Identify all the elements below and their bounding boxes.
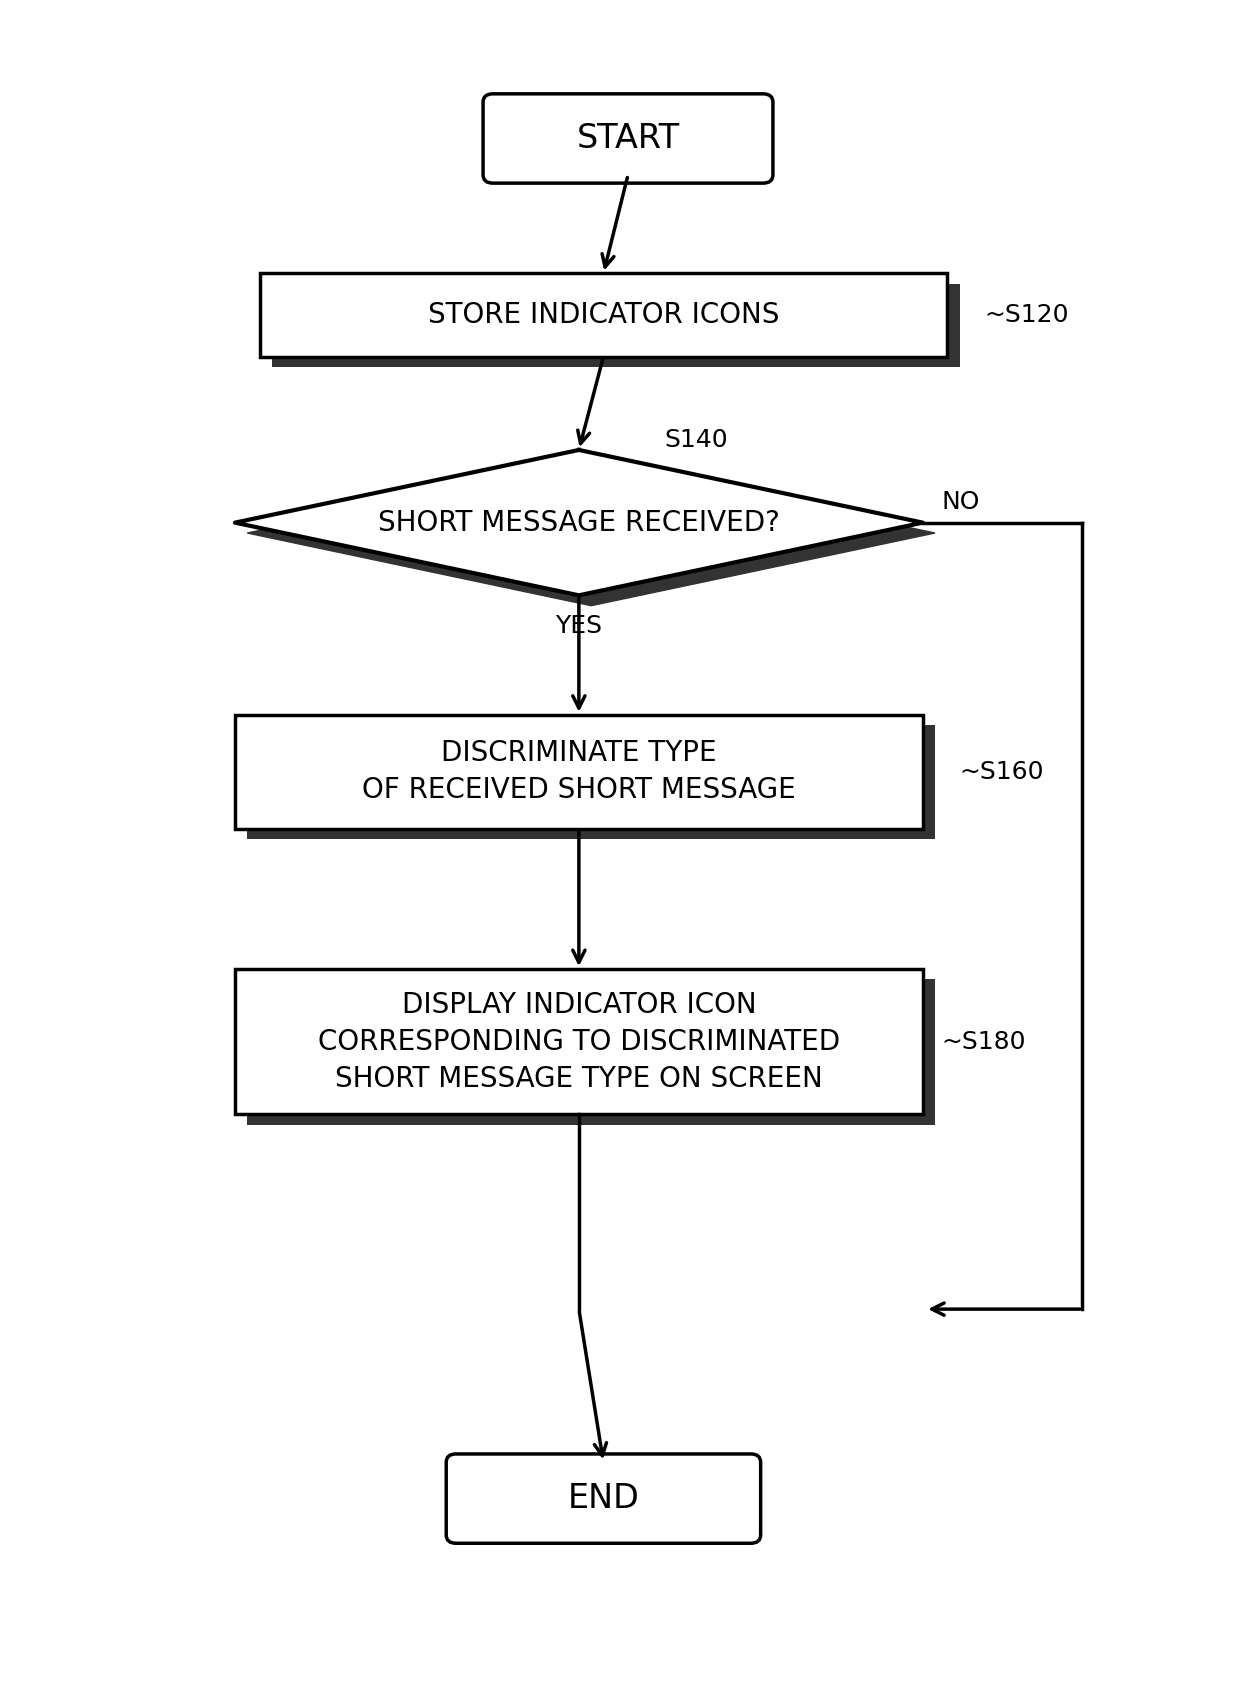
- FancyBboxPatch shape: [484, 95, 772, 182]
- Text: S140: S140: [664, 427, 728, 451]
- FancyBboxPatch shape: [446, 1454, 761, 1544]
- Text: ~S160: ~S160: [960, 760, 1044, 784]
- Bar: [271, 284, 960, 367]
- Text: DISPLAY INDICATOR ICON
CORRESPONDING TO DISCRIMINATED
SHORT MESSAGE TYPE ON SCRE: DISPLAY INDICATOR ICON CORRESPONDING TO …: [318, 991, 840, 1093]
- Bar: [247, 980, 934, 1125]
- Polygon shape: [247, 461, 934, 606]
- Text: END: END: [568, 1483, 639, 1515]
- Text: NO: NO: [941, 490, 980, 513]
- Text: ~S120: ~S120: [985, 302, 1069, 328]
- Bar: [235, 714, 923, 829]
- Text: SHORT MESSAGE RECEIVED?: SHORT MESSAGE RECEIVED?: [378, 508, 780, 537]
- Polygon shape: [235, 449, 923, 595]
- Text: START: START: [577, 122, 679, 155]
- Text: STORE INDICATOR ICONS: STORE INDICATOR ICONS: [428, 301, 779, 329]
- Bar: [247, 725, 934, 839]
- Text: ~S180: ~S180: [941, 1030, 1026, 1054]
- Bar: [235, 969, 923, 1115]
- Text: DISCRIMINATE TYPE
OF RECEIVED SHORT MESSAGE: DISCRIMINATE TYPE OF RECEIVED SHORT MESS…: [362, 740, 796, 804]
- Text: YES: YES: [555, 615, 603, 638]
- Bar: [260, 274, 947, 356]
